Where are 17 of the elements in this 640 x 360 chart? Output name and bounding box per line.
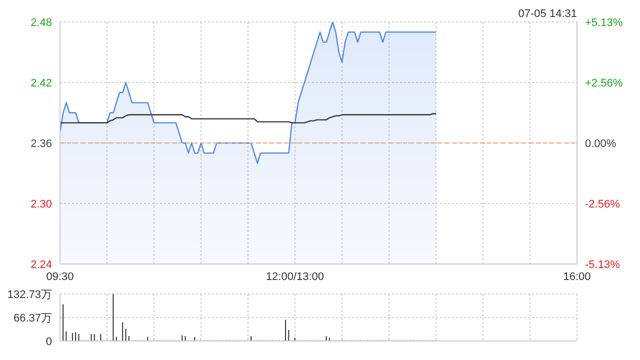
y2-tick-label: +5.13% — [585, 17, 623, 29]
x-tick-label: 09:30 — [46, 270, 74, 283]
y-tick-label: 2.36 — [30, 138, 52, 150]
y2-tick-label: -5.13% — [585, 259, 620, 271]
y2-tick-label: +2.56% — [585, 78, 623, 90]
y-tick-label: 0 — [46, 336, 52, 348]
x-tick-label: 16:00 — [563, 270, 591, 283]
text: 07-05 14:31 — [518, 8, 577, 20]
y-tick-label: 66.37万 — [13, 312, 52, 324]
y2-tick-label: -2.56% — [585, 198, 620, 210]
y-tick-label: 132.73万 — [7, 289, 52, 301]
y-tick-label: 2.30 — [30, 198, 52, 210]
y-tick-label: 2.24 — [30, 259, 52, 271]
y-tick-label: 2.48 — [30, 17, 52, 29]
y-tick-label: 2.42 — [30, 78, 52, 90]
x-tick-label: 12:00/13:00 — [266, 270, 324, 283]
y2-tick-label: 0.00% — [585, 138, 616, 150]
